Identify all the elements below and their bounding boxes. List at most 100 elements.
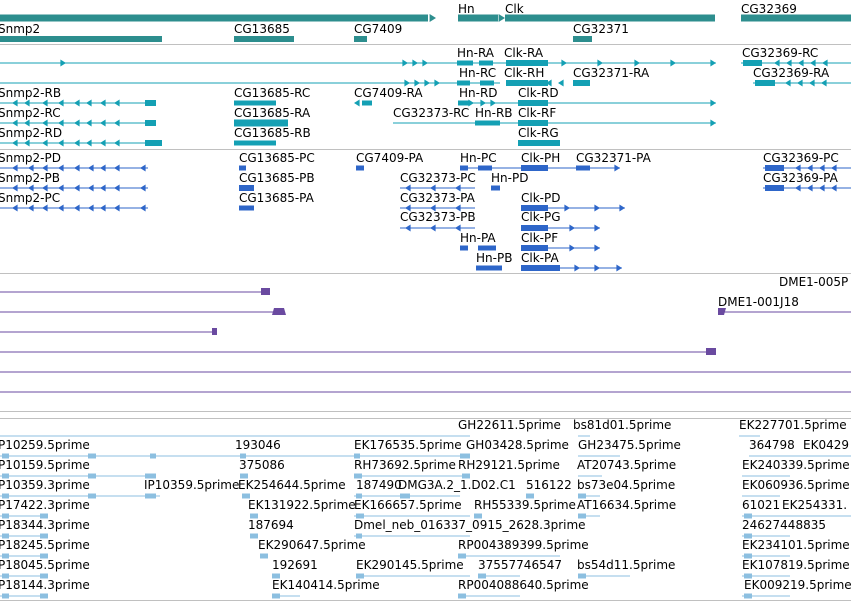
est-label[interactable]: 193046 [235, 438, 281, 452]
est-label[interactable]: P10159.5prime [0, 458, 90, 472]
est-label[interactable]: IP10359.5prime [144, 478, 240, 492]
transcript-exon[interactable] [457, 80, 470, 86]
est-label[interactable]: 187490 [356, 478, 402, 492]
est-block[interactable] [460, 453, 470, 459]
protein-arrow[interactable] [430, 184, 436, 192]
protein-arrow[interactable] [405, 224, 411, 232]
transcript-arrow[interactable] [558, 79, 564, 87]
transcript-arrow[interactable] [404, 79, 410, 87]
protein-cds[interactable] [460, 165, 468, 171]
est-label[interactable]: 364798 [749, 438, 795, 452]
protein-cds[interactable] [521, 205, 548, 211]
gene-label[interactable]: CG13685 [234, 22, 290, 36]
est-label[interactable]: AT20743.5prime [577, 458, 677, 472]
protein-arrow[interactable] [405, 184, 411, 192]
est-block[interactable] [40, 553, 48, 559]
est-label[interactable]: EK009219.5prime [744, 578, 851, 592]
transcript-arrow[interactable] [821, 79, 827, 87]
est-label[interactable]: GH03428.5prime [466, 438, 569, 452]
transcript-label[interactable]: Snmp2-RB [0, 86, 62, 100]
protein-arrow[interactable] [42, 164, 48, 172]
transcript-arrow[interactable] [597, 59, 603, 67]
protein-arrow[interactable] [140, 204, 146, 212]
est-block[interactable] [2, 473, 9, 479]
protein-arrow[interactable] [88, 204, 94, 212]
transcript-arrow[interactable] [710, 59, 716, 67]
protein-arrow[interactable] [807, 164, 813, 172]
transcript-label[interactable]: Clk-RG [518, 126, 559, 140]
transcript-exon[interactable] [506, 80, 548, 86]
transcript-label[interactable]: Snmp2-RD [0, 126, 63, 140]
est-label[interactable]: P10359.3prime [0, 478, 90, 492]
protein-arrow[interactable] [455, 204, 461, 212]
protein-arrow[interactable] [74, 184, 80, 192]
est-block[interactable] [526, 493, 534, 499]
transcript-exon[interactable] [145, 120, 156, 126]
est-block[interactable] [250, 513, 258, 519]
protein-arrow[interactable] [430, 204, 436, 212]
gene-bar[interactable] [573, 36, 592, 42]
protein-arrow[interactable] [616, 264, 622, 272]
transcript-arrow[interactable] [810, 59, 816, 67]
protein-cds[interactable] [239, 185, 254, 191]
protein-arrow[interactable] [58, 204, 64, 212]
est-block[interactable] [40, 513, 48, 519]
est-label[interactable]: bs54d11.5prime [577, 558, 676, 572]
est-block[interactable] [40, 593, 48, 599]
transcript-label[interactable]: CG7409-RA [354, 86, 423, 100]
protein-arrow[interactable] [564, 204, 570, 212]
protein-arrow[interactable] [114, 204, 120, 212]
transcript-arrow[interactable] [24, 119, 30, 127]
est-label[interactable]: P10259.5prime [0, 438, 90, 452]
protein-cds[interactable] [491, 185, 500, 191]
est-label[interactable]: EK290647.5prime [258, 538, 366, 552]
est-label[interactable]: RP004389399.5prime [458, 538, 589, 552]
est-block[interactable] [474, 513, 482, 519]
est-label[interactable]: EK254644.5prime [238, 478, 346, 492]
transcript-arrow[interactable] [434, 79, 440, 87]
transcript-exon[interactable] [234, 140, 276, 146]
protein-arrow[interactable] [28, 204, 34, 212]
transcript-label[interactable]: Clk-RD [518, 86, 559, 100]
transcript-arrow[interactable] [100, 119, 106, 127]
transcript-arrow[interactable] [86, 99, 92, 107]
transcript-exon[interactable] [479, 60, 493, 66]
transcript-label[interactable]: CG32369-RC [742, 46, 819, 60]
est-label[interactable]: 516122 [526, 478, 572, 492]
transcript-exon[interactable] [518, 100, 548, 106]
protein-label[interactable]: CG32369-PA [763, 171, 838, 185]
protein-arrow[interactable] [12, 184, 18, 192]
transcript-label[interactable]: Clk-RF [518, 106, 557, 120]
transcript-exon[interactable] [145, 100, 156, 106]
protein-label[interactable]: CG13685-PA [239, 191, 314, 205]
protein-arrow[interactable] [88, 184, 94, 192]
transcript-arrow[interactable] [822, 59, 828, 67]
transcript-exon[interactable] [755, 80, 775, 86]
protein-arrow[interactable] [42, 204, 48, 212]
protein-label[interactable]: Clk-PG [521, 210, 561, 224]
transcript-arrow[interactable] [412, 59, 418, 67]
protein-label[interactable]: Hn-PC [460, 151, 497, 165]
est-label[interactable]: P18045.5prime [0, 558, 90, 572]
est-block[interactable] [88, 493, 96, 499]
est-block[interactable] [458, 593, 466, 599]
est-label[interactable]: EK140414.5prime [272, 578, 380, 592]
transcript-arrow[interactable] [468, 99, 474, 107]
transcript-arrow[interactable] [12, 139, 18, 147]
transcript-exon[interactable] [480, 80, 494, 86]
transcript-exon[interactable] [457, 60, 473, 66]
transcript-exon[interactable] [475, 120, 500, 126]
est-label[interactable]: RH29121.5prime [458, 458, 560, 472]
protein-arrow[interactable] [100, 184, 106, 192]
protein-arrow[interactable] [58, 164, 64, 172]
est-block[interactable] [40, 533, 48, 539]
transcript-arrow[interactable] [86, 119, 92, 127]
transcript-arrow[interactable] [42, 99, 48, 107]
transcript-label[interactable]: Snmp2-RC [0, 106, 61, 120]
protein-cds[interactable] [521, 265, 560, 271]
clone-label[interactable]: DME1-005P [779, 275, 849, 289]
clone-end[interactable] [718, 308, 726, 315]
protein-arrow[interactable] [569, 224, 575, 232]
est-block[interactable] [145, 473, 156, 479]
protein-label[interactable]: CG32373-PA [400, 191, 475, 205]
